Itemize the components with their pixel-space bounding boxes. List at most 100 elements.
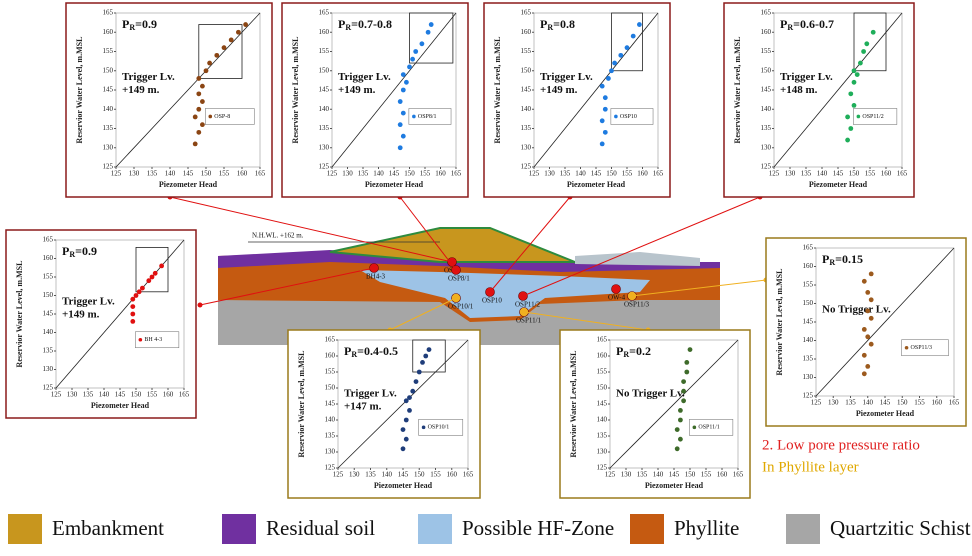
legend-label: OSP11/3 bbox=[911, 345, 932, 351]
data-point bbox=[600, 84, 605, 89]
data-point bbox=[618, 53, 623, 58]
annotation: Trigger Lv. bbox=[540, 71, 593, 83]
x-tick-label: 145 bbox=[398, 471, 409, 479]
data-point bbox=[678, 437, 683, 442]
water-level-label: N.H.WL. +162 m. bbox=[252, 232, 304, 240]
chart-panel: 1251301351401451501551601651251301351401… bbox=[6, 230, 196, 418]
x-tick-label: 140 bbox=[575, 170, 586, 178]
x-tick-label: 135 bbox=[637, 471, 648, 479]
title-part: =0.15 bbox=[835, 252, 863, 266]
x-tick-label: 145 bbox=[115, 391, 126, 399]
data-point bbox=[398, 99, 403, 104]
annotation: Trigger Lv. bbox=[338, 71, 391, 83]
data-point bbox=[401, 72, 406, 77]
annotation: Trigger Lv. bbox=[62, 296, 115, 308]
legend-label: OSP8/1 bbox=[418, 114, 437, 120]
x-axis-label: Piezometer Head bbox=[365, 180, 424, 189]
y-axis-label: Reservior Water Level, m.MSL bbox=[733, 37, 742, 144]
y-tick-label: 125 bbox=[319, 163, 330, 171]
data-point bbox=[150, 275, 155, 280]
x-axis-label: Piezometer Head bbox=[567, 180, 626, 189]
y-tick-label: 155 bbox=[325, 368, 336, 376]
y-tick-label: 165 bbox=[761, 9, 772, 17]
x-tick-label: 160 bbox=[881, 170, 892, 178]
x-tick-label: 160 bbox=[163, 391, 174, 399]
x-tick-label: 160 bbox=[435, 170, 446, 178]
x-tick-label: 135 bbox=[358, 170, 369, 178]
data-point bbox=[420, 41, 425, 46]
data-point bbox=[600, 118, 605, 123]
x-tick-label: 150 bbox=[131, 391, 142, 399]
x-tick-label: 160 bbox=[717, 471, 728, 479]
x-tick-label: 165 bbox=[897, 170, 908, 178]
data-point bbox=[852, 68, 857, 73]
y-tick-label: 160 bbox=[761, 28, 772, 36]
y-tick-label: 155 bbox=[803, 281, 814, 289]
data-point bbox=[196, 107, 201, 112]
x-tick-label: 125 bbox=[529, 170, 540, 178]
data-point bbox=[196, 91, 201, 96]
x-tick-label: 140 bbox=[99, 391, 110, 399]
data-point bbox=[207, 61, 212, 66]
data-point bbox=[609, 68, 614, 73]
y-tick-label: 135 bbox=[761, 124, 772, 132]
annotation: +149 m. bbox=[540, 84, 578, 96]
y-tick-label: 140 bbox=[43, 328, 54, 336]
x-axis-label: Piezometer Head bbox=[809, 180, 868, 189]
annotation: +149 m. bbox=[122, 84, 160, 96]
legend-swatch bbox=[222, 514, 256, 544]
y-tick-label: 125 bbox=[325, 464, 336, 472]
piezometer-label: OSP11/1 bbox=[516, 317, 542, 325]
x-tick-label: 165 bbox=[653, 170, 664, 178]
annotation: No Trigger Lv. bbox=[616, 387, 685, 399]
x-tick-label: 140 bbox=[382, 471, 393, 479]
piezometer-label: OSP11/2 bbox=[515, 301, 541, 309]
data-point bbox=[869, 316, 874, 321]
x-tick-label: 140 bbox=[653, 471, 664, 479]
y-tick-label: 155 bbox=[521, 47, 532, 55]
y-tick-label: 145 bbox=[521, 86, 532, 94]
data-point bbox=[869, 342, 874, 347]
y-tick-label: 165 bbox=[319, 9, 330, 17]
legend-marker bbox=[422, 426, 426, 430]
data-point bbox=[204, 68, 209, 73]
chart-panel: 1251301351401451501551601651251301351401… bbox=[66, 3, 272, 197]
y-tick-label: 145 bbox=[43, 310, 54, 318]
data-point bbox=[852, 103, 857, 108]
x-tick-label: 145 bbox=[880, 399, 891, 407]
data-point bbox=[398, 122, 403, 127]
x-axis-label: Piezometer Head bbox=[856, 409, 915, 418]
x-tick-label: 140 bbox=[817, 170, 828, 178]
legend-marker bbox=[693, 426, 697, 430]
x-tick-label: 150 bbox=[201, 170, 212, 178]
title-part: =0.6-0.7 bbox=[793, 17, 834, 31]
y-tick-label: 145 bbox=[761, 86, 772, 94]
data-point bbox=[864, 41, 869, 46]
x-tick-label: 135 bbox=[147, 170, 158, 178]
data-point bbox=[848, 91, 853, 96]
data-point bbox=[153, 271, 158, 276]
data-point bbox=[407, 395, 412, 400]
data-point bbox=[196, 130, 201, 135]
y-tick-label: 150 bbox=[103, 66, 114, 74]
piezometer-label: OSP11/3 bbox=[624, 301, 650, 309]
y-tick-label: 150 bbox=[43, 291, 54, 299]
data-point bbox=[862, 353, 867, 358]
y-axis-label: Reservior Water Level, m.MSL bbox=[15, 261, 24, 368]
x-tick-label: 150 bbox=[606, 170, 617, 178]
data-point bbox=[862, 371, 867, 376]
x-tick-label: 130 bbox=[828, 399, 839, 407]
data-point bbox=[193, 115, 198, 120]
x-tick-label: 150 bbox=[897, 399, 908, 407]
title-part: P bbox=[122, 17, 129, 31]
x-tick-label: 130 bbox=[129, 170, 140, 178]
y-tick-label: 125 bbox=[597, 464, 608, 472]
x-tick-label: 135 bbox=[845, 399, 856, 407]
data-point bbox=[845, 115, 850, 120]
legend-label: Possible HF-Zone bbox=[462, 516, 614, 540]
y-tick-label: 140 bbox=[803, 336, 814, 344]
data-point bbox=[140, 286, 145, 291]
chart-title: PR=0.8 bbox=[540, 17, 575, 32]
piezometer-label: BH4-3 bbox=[366, 273, 386, 281]
x-tick-label: 165 bbox=[733, 471, 744, 479]
